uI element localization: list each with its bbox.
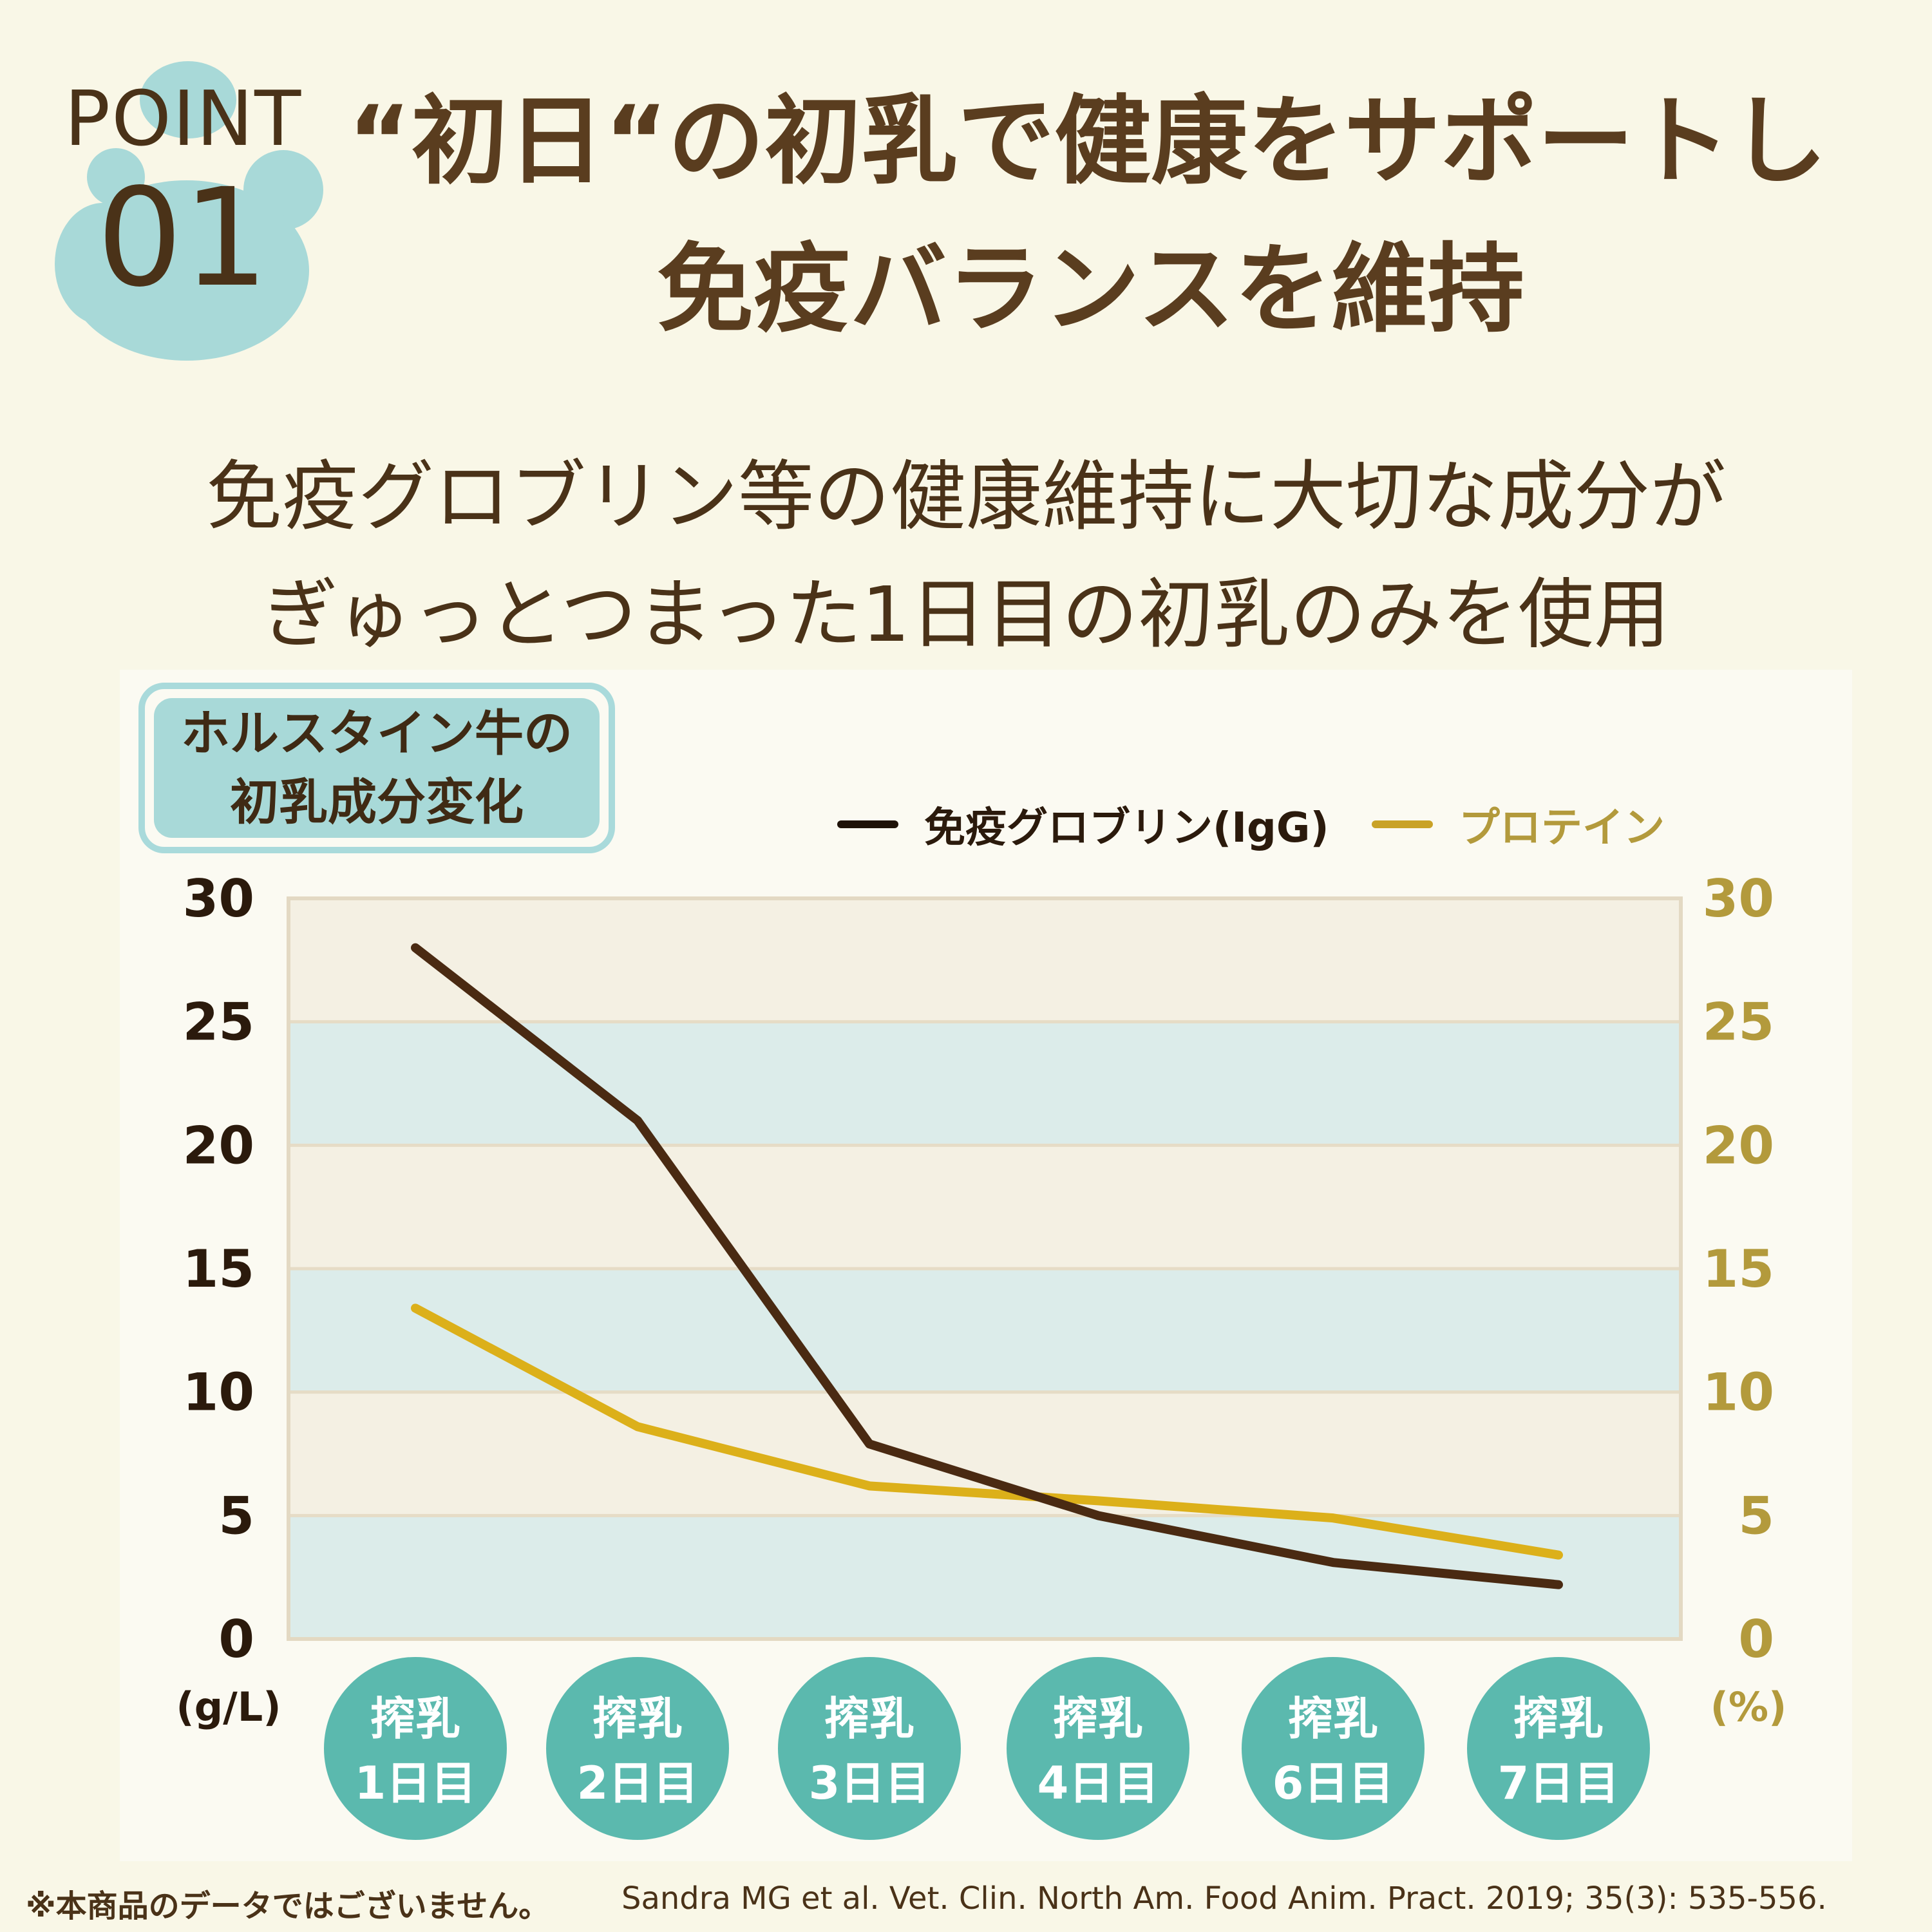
- badge-line1: ホルスタイン牛の: [181, 705, 573, 762]
- y-left-tick-label: 20: [183, 1115, 254, 1175]
- x-tick-label-line2: 1日目: [355, 1757, 477, 1810]
- chart-band: [289, 1021, 1681, 1146]
- y-left-tick-label: 0: [218, 1609, 254, 1669]
- x-category-circle: [778, 1657, 961, 1840]
- point-number: 01: [97, 159, 269, 317]
- chart-band: [289, 898, 1681, 1022]
- data-point-igg: [868, 1443, 871, 1446]
- y-right-tick-label: 5: [1738, 1486, 1774, 1546]
- subtitle-line1: 免疫グロブリン等の健康維持に大切な成分が: [205, 452, 1726, 541]
- legend-label-protein: プロテイン: [1459, 804, 1665, 852]
- x-tick-label-line1: 搾乳: [824, 1692, 914, 1745]
- badge-line2: 初乳成分変化: [230, 773, 524, 831]
- legend-swatch-protein: [1372, 820, 1433, 828]
- data-point-protein: [868, 1484, 871, 1488]
- y-right-tick-label: 10: [1703, 1363, 1774, 1423]
- data-point-igg: [1097, 1514, 1099, 1517]
- data-point-protein: [636, 1425, 639, 1428]
- x-tick-label-line2: 3日目: [809, 1757, 931, 1810]
- legend-swatch-igg: [837, 820, 898, 828]
- y-right-unit-label: (%): [1710, 1683, 1787, 1730]
- legend-item-igg: 免疫グロブリン(IgG): [837, 802, 1329, 852]
- y-right-tick-label: 25: [1703, 992, 1774, 1052]
- x-tick-label-line2: 4日目: [1037, 1757, 1159, 1810]
- data-point-protein: [1332, 1517, 1334, 1520]
- footer-citation: Sandra MG et al. Vet. Clin. North Am. Fo…: [621, 1880, 1827, 1917]
- x-tick-label-line2: 7日目: [1498, 1757, 1620, 1810]
- y-left-tick-label: 10: [183, 1363, 254, 1423]
- series-line-igg: [411, 943, 1563, 1589]
- footer-note: ※本商品のデータではございません。: [26, 1888, 550, 1924]
- y-right-tick-label: 15: [1703, 1239, 1774, 1299]
- paw-print-icon: [55, 61, 323, 361]
- y-right-tick-label: 20: [1703, 1115, 1774, 1175]
- x-tick-label-line1: 搾乳: [1053, 1692, 1143, 1745]
- headline-line1: “初日“の初乳で健康をサポートし: [348, 86, 1828, 198]
- x-category-circle: [324, 1657, 507, 1840]
- x-tick-label-line2: 6日目: [1273, 1757, 1394, 1810]
- x-category-circle: [1242, 1657, 1425, 1840]
- data-point-igg: [414, 946, 417, 949]
- y-left-tick-label: 5: [218, 1486, 254, 1546]
- data-point-protein: [1097, 1499, 1099, 1502]
- data-point-protein: [414, 1307, 417, 1310]
- point-label: POINT: [64, 74, 303, 163]
- x-category-circle: [546, 1657, 729, 1840]
- x-tick-label-line1: 搾乳: [1513, 1692, 1604, 1745]
- series-line-protein: [411, 1303, 1563, 1560]
- data-point-protein: [1557, 1553, 1560, 1557]
- y-left-tick-label: 30: [183, 869, 254, 929]
- legend-label-igg: 免疫グロブリン(IgG): [924, 804, 1329, 852]
- y-left-tick-label: 15: [183, 1239, 254, 1299]
- y-left-tick-label: 25: [183, 992, 254, 1052]
- data-point-igg: [1557, 1583, 1560, 1586]
- y-right-tick-label: 0: [1738, 1609, 1774, 1669]
- x-category-circle: [1007, 1657, 1189, 1840]
- y-left-unit-label: (g/L): [176, 1683, 281, 1730]
- x-tick-label-line1: 搾乳: [592, 1692, 683, 1745]
- data-point-igg: [636, 1119, 639, 1122]
- x-tick-label-line1: 搾乳: [1288, 1692, 1378, 1745]
- chart-band: [289, 1145, 1681, 1269]
- subtitle-line2: ぎゅっとつまった1日目の初乳のみを使用: [261, 570, 1671, 659]
- x-category-circle: [1467, 1657, 1650, 1840]
- chart-band: [289, 1269, 1681, 1392]
- plot-border: [287, 896, 1683, 1641]
- x-tick-label-line1: 搾乳: [370, 1692, 460, 1745]
- data-point-igg: [1332, 1561, 1334, 1564]
- chart-title-badge: ホルスタイン牛の 初乳成分変化: [138, 683, 615, 853]
- y-right-tick-label: 30: [1703, 869, 1774, 929]
- headline-line2: 免疫バランスを維持: [657, 234, 1525, 346]
- legend-item-protein: プロテイン: [1372, 802, 1665, 852]
- x-tick-label-line2: 2日目: [577, 1757, 699, 1810]
